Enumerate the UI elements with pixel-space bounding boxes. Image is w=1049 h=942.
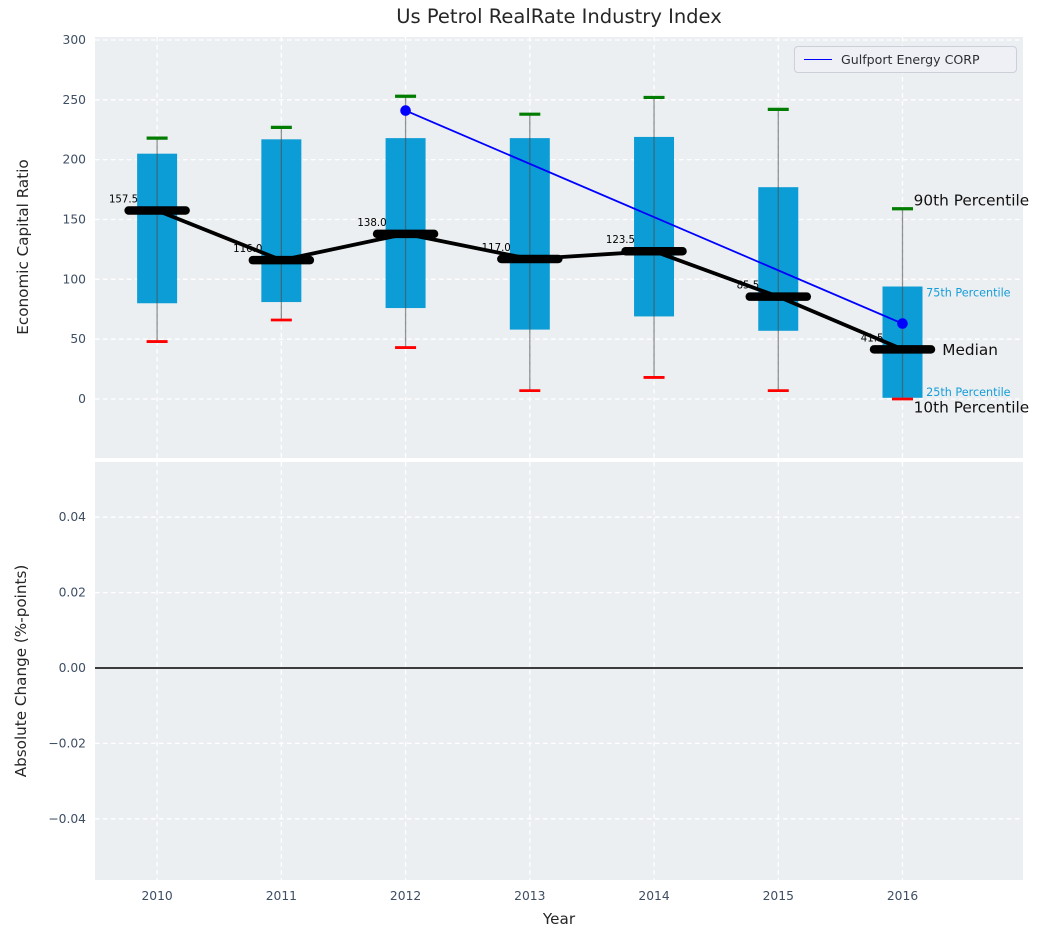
median-value-label: 157.5	[109, 195, 138, 206]
y-tick-label: 200	[63, 153, 86, 167]
y-tick-label: 150	[63, 212, 86, 226]
y-tick-label: 300	[63, 33, 86, 47]
y-tick-label: 0.04	[59, 510, 87, 524]
median-value-label: 85.5	[737, 281, 760, 292]
percentile-label: 10th Percentile	[914, 398, 1030, 416]
median-value-label: 116.0	[233, 244, 262, 255]
y-tick-label: 0	[78, 392, 86, 406]
x-tick-label: 2010	[141, 889, 172, 903]
legend: Gulfport Energy CORP	[794, 46, 1017, 73]
legend-label: Gulfport Energy CORP	[841, 52, 980, 67]
median-value-label: 123.5	[606, 235, 635, 246]
series-marker	[897, 318, 908, 329]
percentile-label: 75th Percentile	[926, 287, 1011, 300]
figure: 157.5 116.0 138.0 117.0 123.5 85.5 41.5 90th Pe…	[0, 0, 1049, 942]
x-tick-label: 2016	[887, 889, 918, 903]
y-axis-label-bottom: Absolute Change (%-points)	[12, 565, 30, 778]
y-tick-label: 50	[70, 332, 86, 346]
chart-canvas: 157.5 116.0 138.0 117.0 123.5 85.5 41.5 90th Pe…	[0, 0, 1049, 942]
percentile-label: 90th Percentile	[914, 191, 1030, 209]
x-tick-label: 2013	[514, 889, 545, 903]
x-axis-label: Year	[95, 910, 1023, 928]
x-tick-label: 2015	[763, 889, 794, 903]
x-tick-label: 2014	[638, 889, 669, 903]
y-tick-label: −0.04	[48, 812, 86, 826]
y-tick-label: −0.02	[48, 736, 86, 750]
median-value-label: 117.0	[482, 243, 511, 254]
y-tick-label: 0.02	[59, 586, 86, 600]
legend-line-swatch	[804, 59, 832, 60]
median-value-label: 138.0	[357, 218, 386, 229]
y-tick-label: 100	[63, 272, 86, 286]
x-tick-label: 2011	[266, 889, 297, 903]
y-tick-label: 250	[63, 93, 86, 107]
chart-title: Us Petrol RealRate Industry Index	[95, 5, 1023, 28]
bottom-panel-bg	[95, 462, 1023, 880]
y-axis-label-top: Economic Capital Ratio	[14, 159, 32, 334]
series-marker	[400, 105, 411, 116]
percentile-label: 25th Percentile	[926, 386, 1011, 399]
median-value-label: 41.5	[861, 333, 884, 344]
percentile-label: Median	[942, 341, 998, 359]
y-tick-label: 0.00	[59, 661, 86, 675]
x-tick-label: 2012	[390, 889, 421, 903]
